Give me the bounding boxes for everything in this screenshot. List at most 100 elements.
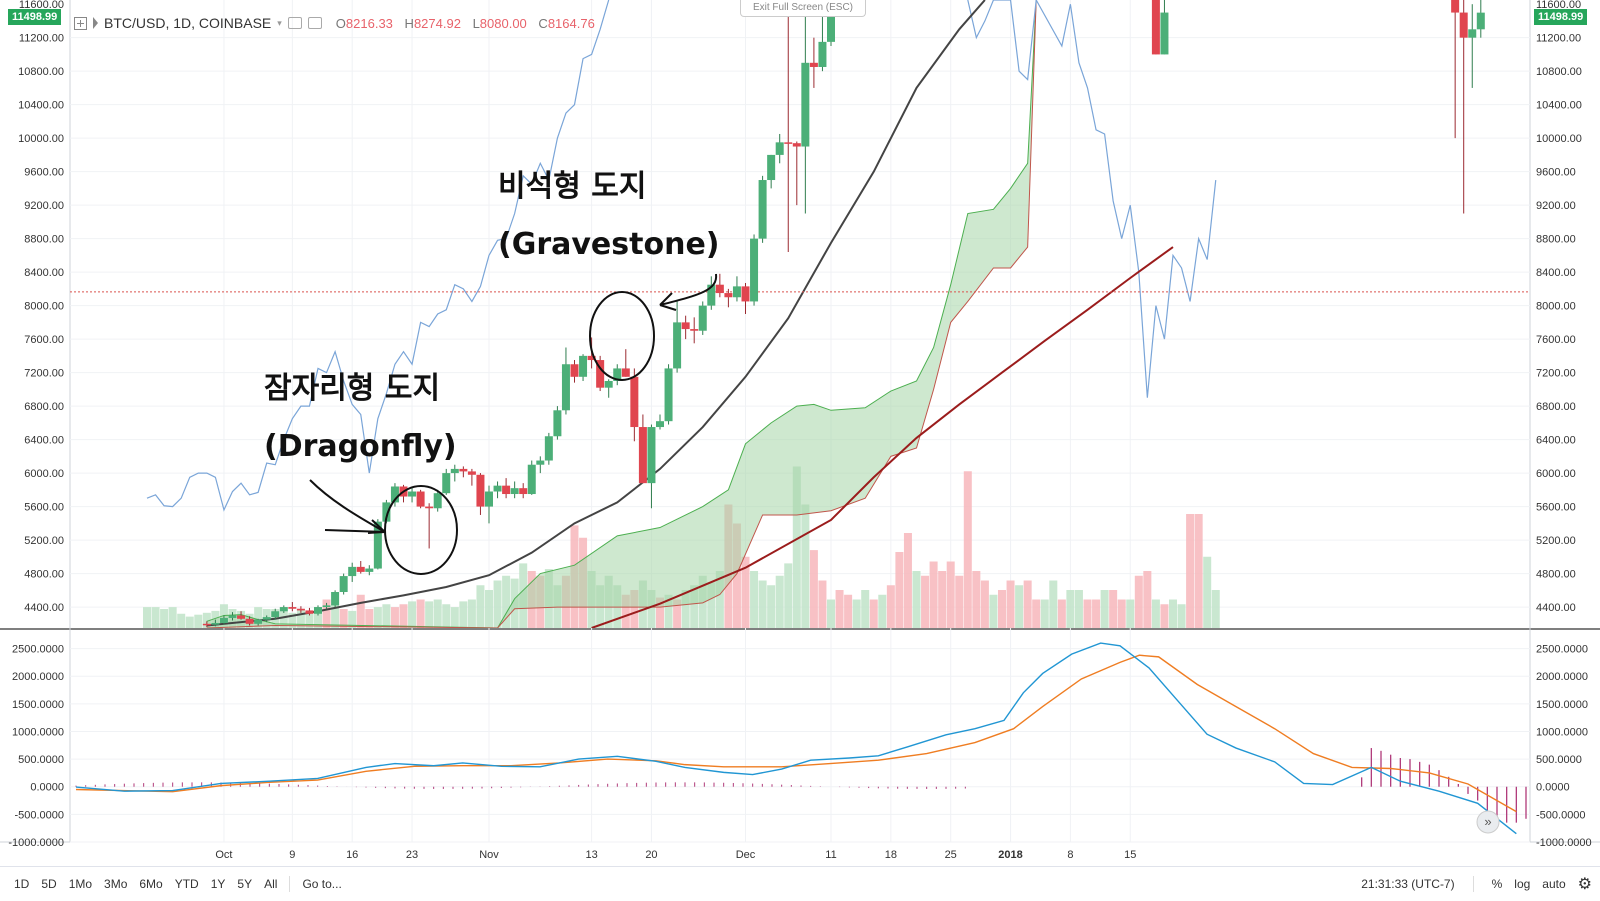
volume-bar [835,590,844,628]
candle [724,293,733,298]
volume-bar [912,571,921,628]
exit-fullscreen-button[interactable]: Exit Full Screen (ESC) [740,0,866,17]
volume-bar [296,609,305,628]
time-tick-label: 9 [289,849,295,861]
log-toggle[interactable]: log [1514,877,1531,891]
time-tick-label: 16 [346,849,358,861]
candle [638,427,647,484]
candle [664,368,673,422]
candle [818,41,827,67]
chevron-down-icon[interactable]: ▾ [277,17,282,28]
scroll-latest-button[interactable] [1476,810,1500,834]
price-tick-left: 10400.00 [18,100,64,112]
ohlc-close: 8164.76 [547,15,595,31]
range-1mo[interactable]: 1Mo [68,877,93,891]
range-ytd[interactable]: YTD [174,877,199,891]
candle [382,502,391,522]
time-tick-label: 15 [1124,849,1136,861]
range-6mo[interactable]: 6Mo [139,877,163,891]
volume-bar [690,585,699,628]
candle [553,410,562,437]
volume-bar [775,575,784,628]
flag-icon[interactable] [93,17,98,29]
candle [587,355,596,361]
range-1d[interactable]: 1D [14,877,30,891]
candle [322,605,331,608]
volume-bar [365,609,374,628]
volume-bar [1015,585,1024,628]
candle [279,607,288,612]
volume-bar [279,610,288,628]
candle [510,488,519,495]
visibility-icon[interactable] [287,17,302,29]
goto-button[interactable]: Go to... [302,877,342,891]
candle [485,491,493,507]
range-1y[interactable]: 1Y [210,877,226,891]
candle [450,468,459,474]
volume-bar [305,610,314,628]
range-all[interactable]: All [264,877,278,891]
candle [271,611,280,618]
volume-bar [1203,556,1212,628]
time-tick-label: Dec [736,849,756,861]
volume-bar [1049,580,1058,628]
macd-tick-left: 2500.0000 [12,644,64,656]
candle [365,568,374,572]
range-5y[interactable]: 5Y [237,877,253,891]
price-tick-left: 5200.00 [24,535,64,547]
gear-icon[interactable]: ⚙ [1577,876,1592,893]
candle-right [1451,0,1460,13]
range-3mo[interactable]: 3Mo [104,877,128,891]
ohlc-open: 8216.33 [345,15,393,31]
volume-bar [681,590,690,628]
macd-tick-right: -500.0000 [1536,809,1586,821]
candle-right [1459,12,1468,38]
macd-pane [70,632,1530,842]
volume-bar [1211,590,1220,628]
chart-canvas[interactable]: 11200.00 11200.00 10800.00 10800.00 10400.00… [0,0,1600,866]
macd-tick-left: 1000.0000 [12,726,64,738]
range-5d[interactable]: 5D [41,877,57,891]
settings-small-icon[interactable] [307,17,322,29]
price-tick-right: 8400.00 [1536,267,1576,279]
moving-average-red [591,246,1174,628]
volume-bar [861,590,870,628]
candle [715,284,724,294]
annotation-gravestone-en: (Gravestone) [498,227,720,262]
macd-signal-line [75,654,1517,813]
volume-bar [373,607,382,628]
volume-bar [673,599,682,628]
macd-tick-left: -1000.0000 [8,837,64,849]
add-symbol-icon[interactable] [74,16,87,30]
time-tick-label: 11 [825,849,836,861]
volume-bar [767,585,776,628]
candle [467,471,476,475]
candle [356,566,365,572]
candle [211,622,220,625]
macd-layer [75,642,1527,835]
volume-bar [185,616,194,628]
macd-tick-right: 2500.0000 [1536,644,1588,656]
volume-bar [1083,599,1092,628]
candle [228,615,237,618]
price-tick-right: 11200.00 [1536,33,1581,45]
candle [613,368,622,381]
volume-bar [844,594,853,628]
price-tick-right: 9200.00 [1536,200,1576,212]
candle [502,485,511,495]
price-tick-right: 10800.00 [1536,66,1582,78]
auto-toggle[interactable]: auto [1542,877,1566,891]
percent-toggle[interactable]: % [1491,877,1503,891]
candle [604,380,613,388]
candle [314,607,322,614]
price-tick-left: 11200.00 [19,33,64,45]
symbol-label[interactable]: BTC/USD, 1D, COINBASE [104,15,272,31]
macd-tick-right: 2000.0000 [1536,671,1588,683]
volume-bar [715,571,724,628]
candle [767,154,776,181]
price-tag-left: 11498.99 [8,9,62,25]
candle [459,468,468,472]
candle [390,486,399,503]
price-tick-left: 4800.00 [24,569,64,581]
